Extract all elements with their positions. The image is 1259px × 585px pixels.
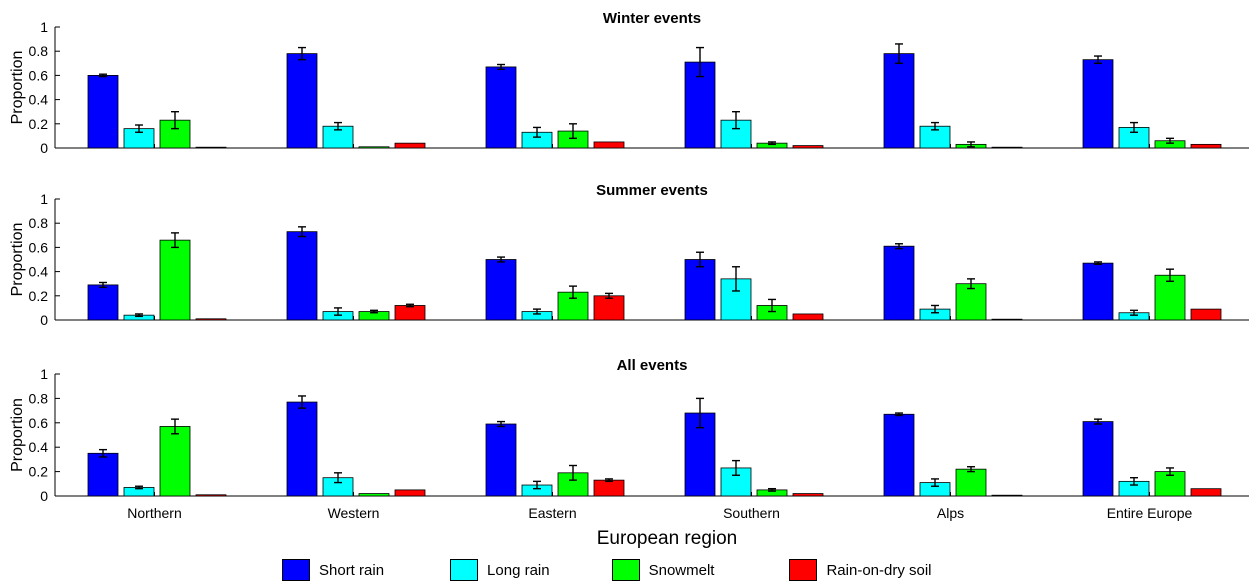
bar-rain-on-dry-soil [394,305,426,321]
legend-swatch-long-rain [450,559,479,581]
bar-short-rain [684,259,716,321]
y-tick-label: 0 [40,488,48,504]
bar-rain-on-dry-soil [593,295,625,321]
y-tick-label: 0.8 [29,390,49,406]
y-tick-label: 0.2 [29,288,49,304]
x-tick-label: Western [328,505,380,521]
bar-rain-on-dry-soil [991,318,1023,321]
y-tick-label: 0.6 [29,415,49,431]
y-tick-label: 0.8 [29,43,49,59]
legend-item-long-rain: Long rain [450,559,550,581]
y-axis-label: Proportion [9,398,26,472]
panel-2: Summer events 0 0.2 0.4 0.6 0.8 1 Proportion [9,182,1249,328]
bar-rain-on-dry-soil [394,142,426,149]
bar-rain-on-dry-soil [792,145,824,149]
legend-swatch-rain-on-dry-soil [789,559,818,581]
x-tick-label: Alps [937,505,964,521]
bar-short-rain [485,423,517,497]
bar-short-rain [485,66,517,149]
bar-short-rain [1082,59,1114,149]
y-tick-label: 0.6 [29,239,49,255]
y-tick-label: 0.4 [29,264,49,280]
bar-short-rain [286,53,318,149]
bar-rain-on-dry-soil [593,479,625,497]
y-tick-label: 0.4 [29,439,49,455]
x-tick-label: Entire Europe [1107,505,1193,521]
bar-snowmelt [358,493,390,497]
bar-snowmelt [159,426,191,497]
panel-3: All events 0 0.2 0.4 0.6 0.8 1 Proportion Northe… [9,357,1249,521]
legend-label: Long rain [487,561,550,579]
y-tick-label: 1 [40,366,48,382]
bar-short-rain [883,413,915,497]
bar-short-rain [286,231,318,321]
y-axis-label: Proportion [9,223,26,297]
legend-swatch-snowmelt [611,559,640,581]
bar-rain-on-dry-soil [991,146,1023,149]
bar-rain-on-dry-soil [195,318,227,321]
bar-snowmelt [159,239,191,321]
bar-snowmelt [955,283,987,321]
bar-short-rain [1082,421,1114,497]
y-tick-label: 0.4 [29,92,49,108]
y-axis-label: Proportion [9,51,26,125]
y-tick-label: 0.6 [29,67,49,83]
bar-snowmelt [358,146,390,149]
bar-short-rain [485,259,517,321]
legend-swatch-short-rain [282,559,310,581]
bar-snowmelt [955,468,987,497]
bar-rain-on-dry-soil [195,146,227,149]
y-tick-label: 1 [40,19,48,35]
y-tick-label: 0 [40,312,48,328]
x-axis-label: European region [597,528,738,549]
bar-short-rain [1082,262,1114,321]
bar-short-rain [87,452,119,497]
bar-short-rain [883,53,915,149]
panel-title: All events [617,357,688,374]
legend-label: Snowmelt [648,561,715,579]
bar-rain-on-dry-soil [1190,143,1222,149]
legend-label: Short rain [319,561,385,579]
bar-rain-on-dry-soil [792,493,824,497]
bar-rain-on-dry-soil [195,494,227,497]
legend: Short rain Long rain Snowmelt Rain-on-dr… [282,556,932,584]
bar-short-rain [883,245,915,321]
bar-short-rain [87,75,119,149]
bar-rain-on-dry-soil [1190,488,1222,497]
bar-rain-on-dry-soil [593,141,625,149]
legend-label: Rain-on-dry soil [826,561,932,579]
bar-short-rain [87,284,119,321]
legend-item-short-rain: Short rain [282,559,384,581]
y-tick-label: 0.2 [29,464,49,480]
legend-item-snowmelt: Snowmelt [611,559,715,581]
legend-item-rain-on-dry-soil: Rain-on-dry soil [789,559,932,581]
bar-rain-on-dry-soil [792,313,824,321]
x-tick-label: Eastern [528,505,576,521]
y-tick-label: 0 [40,140,48,156]
panel-1: Winter events 0 0.2 0.4 0.6 0.8 1 Proportion [9,10,1249,156]
y-tick-label: 0.2 [29,116,49,132]
y-tick-label: 1 [40,191,48,207]
x-tick-label: Southern [723,505,780,521]
panel-title: Summer events [596,182,708,199]
bar-short-rain [286,401,318,497]
bar-snowmelt [1154,274,1186,321]
x-tick-label: Northern [127,505,181,521]
y-tick-label: 0.8 [29,215,49,231]
panel-title: Winter events [603,10,701,27]
bar-rain-on-dry-soil [1190,308,1222,321]
bar-rain-on-dry-soil [991,494,1023,497]
bar-rain-on-dry-soil [394,489,426,497]
